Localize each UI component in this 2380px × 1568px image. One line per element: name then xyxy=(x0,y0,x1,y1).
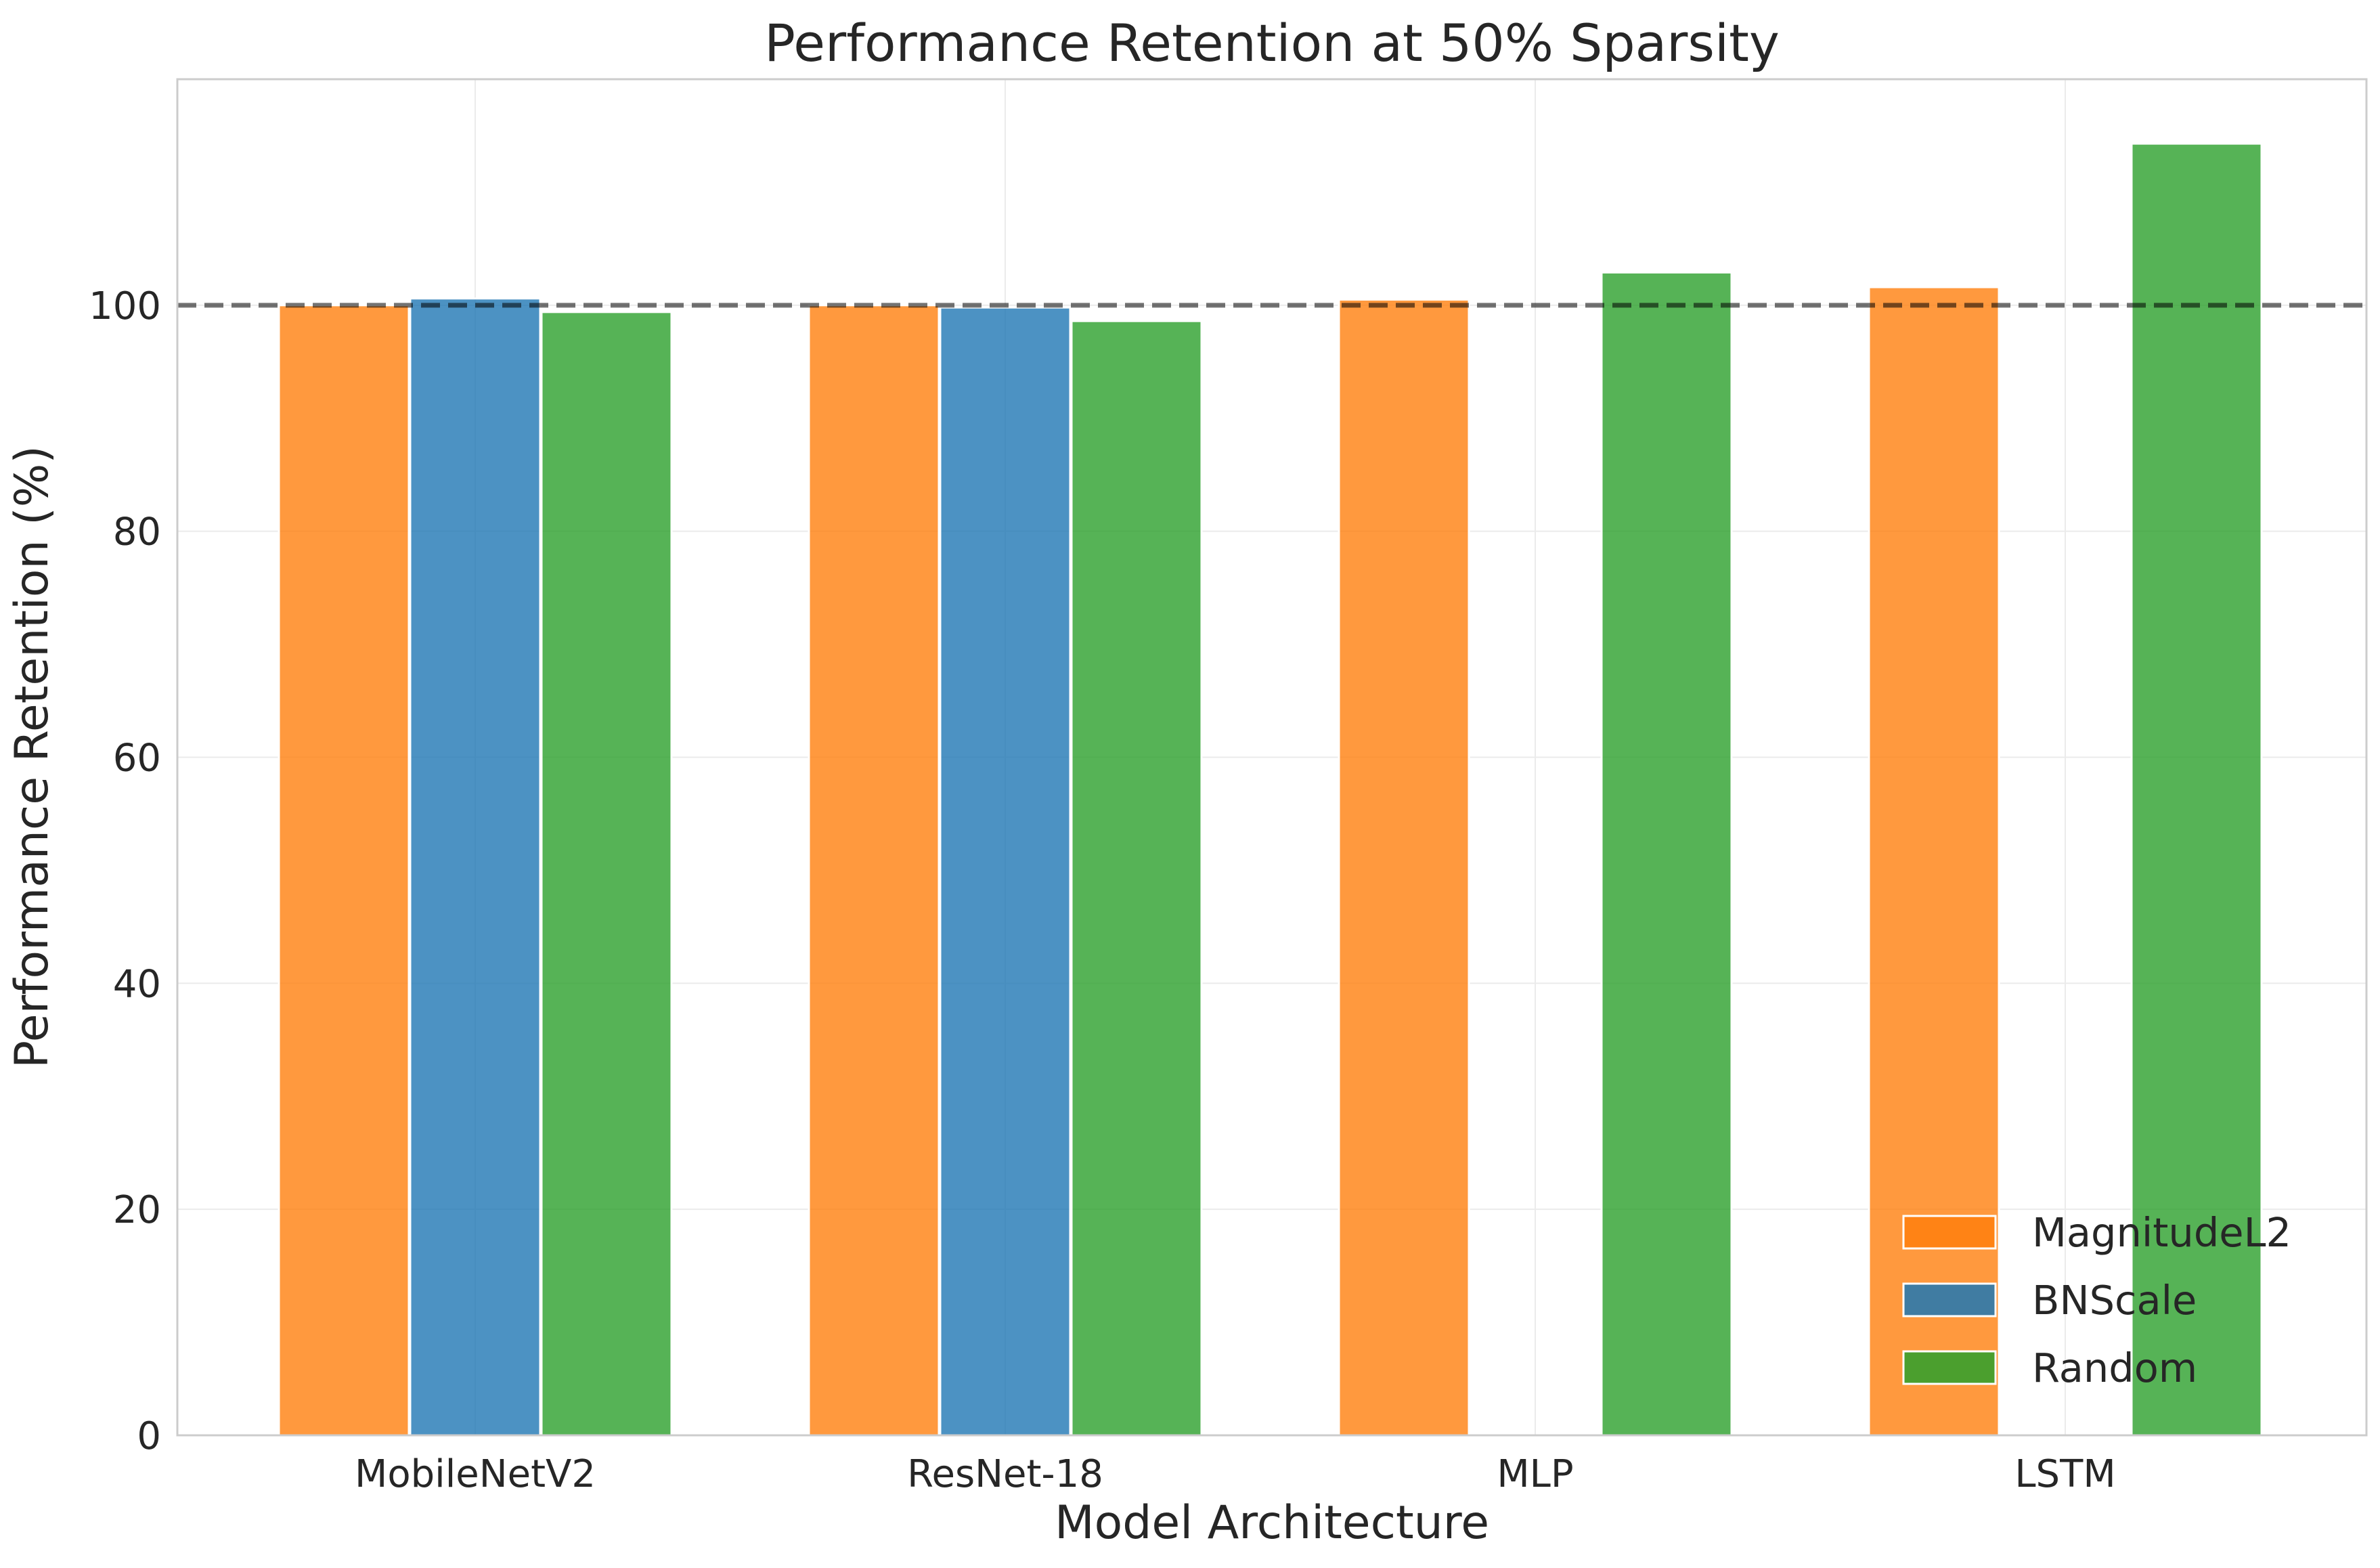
chart-title: Performance Retention at 50% Sparsity xyxy=(764,13,1780,73)
plot-frame xyxy=(176,78,2368,1437)
legend-swatch-magnitudel2 xyxy=(1902,1215,1997,1250)
x-tick-label: MobileNetV2 xyxy=(355,1452,596,1496)
bar-magnitudel2-resnet-18 xyxy=(808,304,940,1437)
bar-random-mobilenetv2 xyxy=(540,311,673,1437)
bar-random-lstm xyxy=(2130,142,2263,1437)
legend-swatch-random xyxy=(1902,1350,1997,1385)
legend-swatch-bnscale xyxy=(1902,1282,1997,1317)
y-tick-label: 80 xyxy=(113,510,161,554)
bar-bnscale-mobilenetv2 xyxy=(409,297,542,1437)
bar-random-resnet-18 xyxy=(1070,320,1203,1437)
y-tick-label: 20 xyxy=(113,1188,161,1232)
legend-label-random: Random xyxy=(2032,1345,2197,1391)
y-tick-label: 0 xyxy=(137,1414,161,1458)
legend: MagnitudeL2 BNScale Random xyxy=(1902,1209,2291,1391)
x-axis-title: Model Architecture xyxy=(1055,1496,1489,1550)
legend-label-magnitudel2: MagnitudeL2 xyxy=(2032,1209,2291,1256)
y-tick-label: 40 xyxy=(113,962,161,1006)
x-tick-label: MLP xyxy=(1497,1452,1573,1496)
x-axis-ticks: MobileNetV2 ResNet-18 MLP LSTM xyxy=(355,1452,2116,1496)
y-axis-title: Performance Retention (%) xyxy=(5,445,59,1068)
bar-magnitudel2-lstm xyxy=(1868,286,2000,1437)
legend-label-bnscale: BNScale xyxy=(2032,1277,2197,1324)
bar-random-mlp xyxy=(1600,271,1733,1437)
x-tick-label: ResNet-18 xyxy=(907,1452,1103,1496)
bar-bnscale-resnet-18 xyxy=(939,306,1072,1437)
bar-magnitudel2-mobilenetv2 xyxy=(278,304,410,1437)
y-tick-label: 100 xyxy=(89,284,161,328)
bar-magnitudel2-mlp xyxy=(1338,298,1470,1437)
y-tick-label: 60 xyxy=(113,737,161,781)
y-axis-ticks: 0 20 40 60 80 100 xyxy=(89,284,161,1458)
x-tick-label: LSTM xyxy=(2014,1452,2115,1496)
